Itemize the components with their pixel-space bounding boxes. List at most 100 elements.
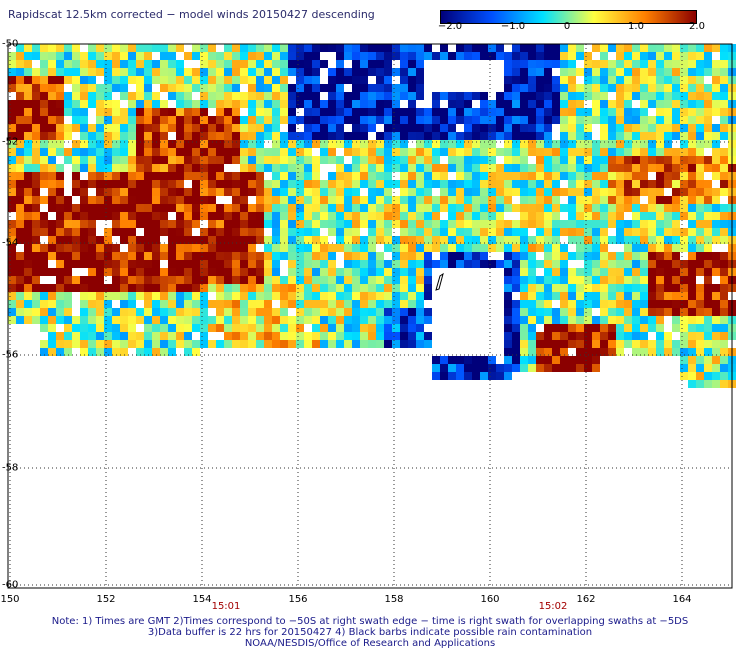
wind-diff-cell — [152, 340, 160, 348]
wind-diff-cell — [80, 132, 88, 140]
wind-diff-cell — [376, 172, 384, 180]
wind-diff-cell — [672, 44, 680, 52]
wind-diff-cell — [720, 92, 728, 100]
wind-diff-cell — [224, 236, 232, 244]
wind-diff-cell — [256, 140, 264, 148]
wind-diff-cell — [720, 100, 728, 108]
wind-diff-cell — [104, 228, 112, 236]
wind-diff-cell — [32, 244, 40, 252]
wind-diff-cell — [704, 156, 712, 164]
wind-diff-cell — [128, 172, 136, 180]
wind-diff-cell — [360, 164, 368, 172]
wind-diff-cell — [496, 148, 504, 156]
wind-diff-cell — [200, 236, 208, 244]
wind-diff-cell — [152, 124, 160, 132]
wind-diff-cell — [696, 356, 704, 364]
wind-diff-cell — [72, 236, 80, 244]
wind-diff-cell — [544, 212, 552, 220]
wind-diff-cell — [296, 220, 304, 228]
wind-diff-cell — [504, 324, 512, 332]
wind-diff-cell — [456, 188, 464, 196]
wind-diff-cell — [112, 316, 120, 324]
wind-diff-cell — [664, 156, 672, 164]
wind-diff-cell — [232, 76, 240, 84]
wind-diff-cell — [168, 60, 176, 68]
wind-diff-cell — [392, 156, 400, 164]
wind-diff-cell — [488, 364, 496, 372]
wind-diff-cell — [416, 308, 424, 316]
wind-diff-cell — [552, 156, 560, 164]
wind-diff-cell — [144, 92, 152, 100]
wind-diff-cell — [32, 132, 40, 140]
wind-diff-cell — [88, 44, 96, 52]
wind-diff-cell — [624, 68, 632, 76]
wind-diff-cell — [584, 324, 592, 332]
wind-diff-cell — [624, 220, 632, 228]
wind-diff-cell — [264, 220, 272, 228]
wind-diff-cell — [232, 284, 240, 292]
wind-diff-cell — [184, 284, 192, 292]
wind-diff-cell — [696, 172, 704, 180]
wind-diff-cell — [384, 60, 392, 68]
wind-diff-cell — [416, 228, 424, 236]
wind-diff-cell — [192, 100, 200, 108]
wind-diff-cell — [312, 84, 320, 92]
wind-diff-cell — [48, 292, 56, 300]
wind-diff-cell — [80, 148, 88, 156]
wind-diff-cell — [200, 92, 208, 100]
wind-diff-cell — [384, 276, 392, 284]
wind-diff-cell — [664, 228, 672, 236]
wind-diff-cell — [144, 348, 152, 356]
wind-diff-cell — [704, 132, 712, 140]
wind-diff-cell — [336, 140, 344, 148]
wind-diff-cell — [120, 132, 128, 140]
wind-diff-cell — [584, 132, 592, 140]
wind-diff-cell — [400, 268, 408, 276]
wind-diff-cell — [640, 332, 648, 340]
wind-diff-cell — [112, 228, 120, 236]
wind-diff-cell — [112, 116, 120, 124]
wind-diff-cell — [288, 156, 296, 164]
wind-diff-cell — [376, 260, 384, 268]
wind-diff-cell — [152, 60, 160, 68]
wind-diff-cell — [520, 356, 528, 364]
wind-diff-cell — [528, 124, 536, 132]
wind-diff-cell — [672, 116, 680, 124]
wind-diff-cell — [128, 204, 136, 212]
wind-diff-cell — [712, 380, 720, 388]
wind-diff-cell — [600, 340, 608, 348]
wind-diff-cell — [280, 68, 288, 76]
wind-diff-cell — [8, 300, 16, 308]
wind-diff-cell — [120, 236, 128, 244]
wind-diff-cell — [248, 316, 256, 324]
wind-diff-cell — [600, 172, 608, 180]
wind-diff-cell — [296, 276, 304, 284]
wind-diff-cell — [584, 108, 592, 116]
wind-diff-cell — [696, 108, 704, 116]
wind-diff-cell — [552, 204, 560, 212]
wind-diff-cell — [360, 308, 368, 316]
wind-diff-cell — [400, 252, 408, 260]
wind-diff-cell — [72, 276, 80, 284]
wind-diff-cell — [176, 108, 184, 116]
wind-diff-cell — [304, 92, 312, 100]
wind-diff-cell — [432, 228, 440, 236]
wind-diff-cell — [504, 340, 512, 348]
wind-diff-cell — [368, 156, 376, 164]
wind-diff-cell — [296, 44, 304, 52]
wind-diff-cell — [176, 316, 184, 324]
wind-diff-cell — [688, 108, 696, 116]
wind-diff-cell — [640, 284, 648, 292]
wind-diff-cell — [432, 164, 440, 172]
wind-diff-cell — [504, 252, 512, 260]
wind-diff-cell — [384, 84, 392, 92]
wind-diff-cell — [352, 308, 360, 316]
wind-diff-cell — [680, 164, 688, 172]
wind-diff-cell — [528, 276, 536, 284]
wind-diff-cell — [592, 228, 600, 236]
wind-diff-cell — [232, 92, 240, 100]
wind-diff-cell — [136, 44, 144, 52]
wind-diff-cell — [352, 196, 360, 204]
wind-diff-cell — [184, 236, 192, 244]
wind-diff-cell — [272, 148, 280, 156]
